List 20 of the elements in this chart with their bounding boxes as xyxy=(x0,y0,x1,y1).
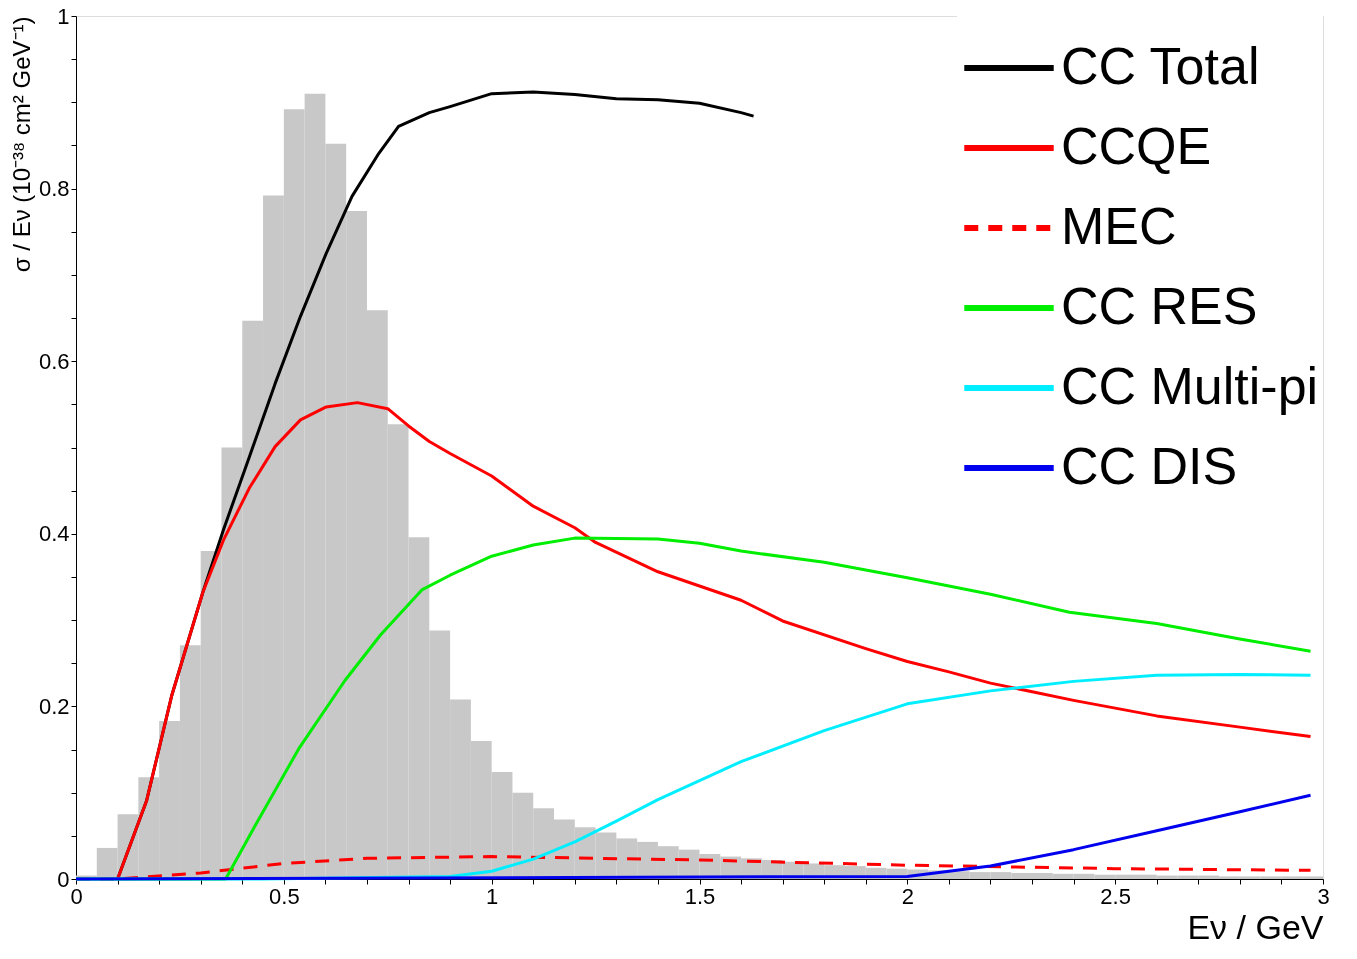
x-tick-label: 0.5 xyxy=(269,883,300,909)
legend-label: CC RES xyxy=(1061,277,1258,335)
x-tick-label: 1 xyxy=(486,883,499,909)
x-tick-label: 2 xyxy=(901,883,914,909)
x-tick-label: 3 xyxy=(1317,883,1330,909)
y-tick-label: 0 xyxy=(57,866,70,892)
x-tick-label: 1.5 xyxy=(684,883,716,909)
legend-label: CC Total xyxy=(1061,37,1260,95)
y-tick-label: 0.8 xyxy=(38,176,70,202)
legend-label: CCQE xyxy=(1061,117,1212,175)
y-axis-title: σ / Eν (10⁻³⁸ cm² GeV⁻¹) xyxy=(7,16,35,273)
y-tick-label: 0.2 xyxy=(38,693,70,719)
y-tick-label: 0.4 xyxy=(38,521,70,547)
y-tick-label: 1 xyxy=(57,3,70,29)
y-tick-label: 0.6 xyxy=(38,348,70,374)
x-tick-label: 2.5 xyxy=(1100,883,1131,909)
x-axis-title: Eν / GeV xyxy=(1187,907,1324,946)
legend-label: MEC xyxy=(1061,197,1177,255)
legend-label: CC DIS xyxy=(1061,437,1238,495)
legend-label: CC Multi-pi xyxy=(1061,357,1319,415)
